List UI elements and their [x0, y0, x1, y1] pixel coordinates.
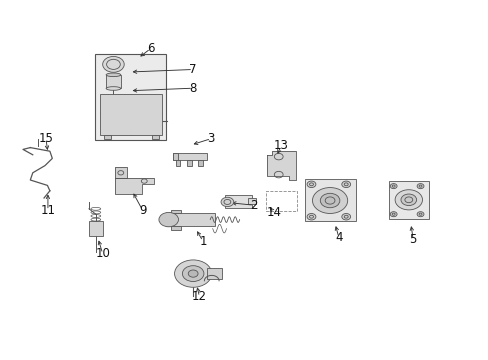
Polygon shape	[266, 151, 295, 180]
Bar	[151, 135, 159, 139]
Text: 9: 9	[139, 204, 146, 217]
Bar	[172, 153, 178, 160]
Bar	[106, 75, 121, 89]
Bar	[175, 160, 180, 166]
Circle shape	[394, 190, 422, 210]
Bar	[171, 226, 181, 230]
Circle shape	[182, 266, 203, 282]
Circle shape	[320, 193, 339, 208]
Text: 11: 11	[41, 204, 55, 217]
Bar	[172, 153, 206, 160]
Bar	[104, 135, 111, 139]
Circle shape	[306, 213, 315, 220]
Circle shape	[188, 270, 198, 277]
Bar	[304, 179, 355, 221]
Circle shape	[159, 212, 178, 227]
Text: 13: 13	[273, 139, 288, 152]
Text: 4: 4	[334, 231, 342, 244]
Text: 12: 12	[192, 291, 206, 303]
Circle shape	[416, 184, 423, 189]
Circle shape	[174, 260, 211, 287]
Bar	[187, 160, 192, 166]
Circle shape	[389, 184, 396, 189]
Text: 1: 1	[199, 235, 206, 248]
Circle shape	[389, 212, 396, 217]
Text: 6: 6	[146, 42, 154, 55]
Ellipse shape	[106, 73, 121, 77]
Text: 10: 10	[95, 247, 110, 260]
Polygon shape	[115, 178, 154, 194]
Bar	[388, 181, 428, 219]
Circle shape	[221, 197, 233, 207]
Text: 2: 2	[250, 199, 258, 212]
Ellipse shape	[106, 87, 121, 90]
Bar	[265, 191, 297, 211]
Text: 5: 5	[408, 233, 416, 246]
Text: 7: 7	[189, 63, 197, 76]
Bar	[206, 268, 222, 279]
Text: 15: 15	[39, 132, 53, 145]
Bar	[166, 213, 215, 226]
Circle shape	[102, 57, 124, 72]
Circle shape	[306, 181, 315, 188]
Bar	[248, 198, 255, 204]
Circle shape	[400, 194, 416, 206]
Circle shape	[312, 188, 347, 213]
Bar	[100, 94, 162, 135]
Bar	[95, 54, 166, 140]
Bar	[224, 195, 251, 208]
Polygon shape	[115, 167, 127, 178]
Circle shape	[341, 213, 350, 220]
Circle shape	[341, 181, 350, 188]
Text: 3: 3	[207, 132, 215, 145]
Circle shape	[416, 212, 423, 217]
Bar	[198, 160, 203, 166]
Text: 8: 8	[189, 82, 197, 95]
Bar	[89, 221, 102, 236]
Bar	[171, 210, 181, 213]
Text: 14: 14	[266, 206, 281, 219]
